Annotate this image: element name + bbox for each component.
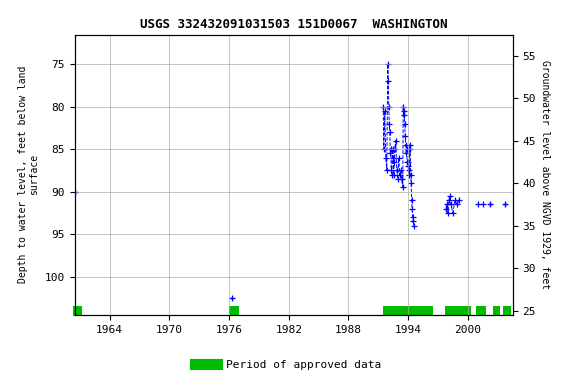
Y-axis label: Depth to water level, feet below land
surface: Depth to water level, feet below land su… [18, 66, 39, 283]
Bar [383, 306, 433, 316]
Bar [73, 306, 82, 316]
Bar [476, 306, 486, 316]
Legend: Period of approved data: Period of approved data [191, 356, 385, 375]
Bar [229, 306, 239, 316]
Bar [445, 306, 471, 316]
Bar [503, 306, 511, 316]
Y-axis label: Groundwater level above NGVD 1929, feet: Groundwater level above NGVD 1929, feet [540, 60, 550, 289]
Title: USGS 332432091031503 151D0067  WASHINGTON: USGS 332432091031503 151D0067 WASHINGTON [140, 18, 448, 31]
Bar [492, 306, 500, 316]
